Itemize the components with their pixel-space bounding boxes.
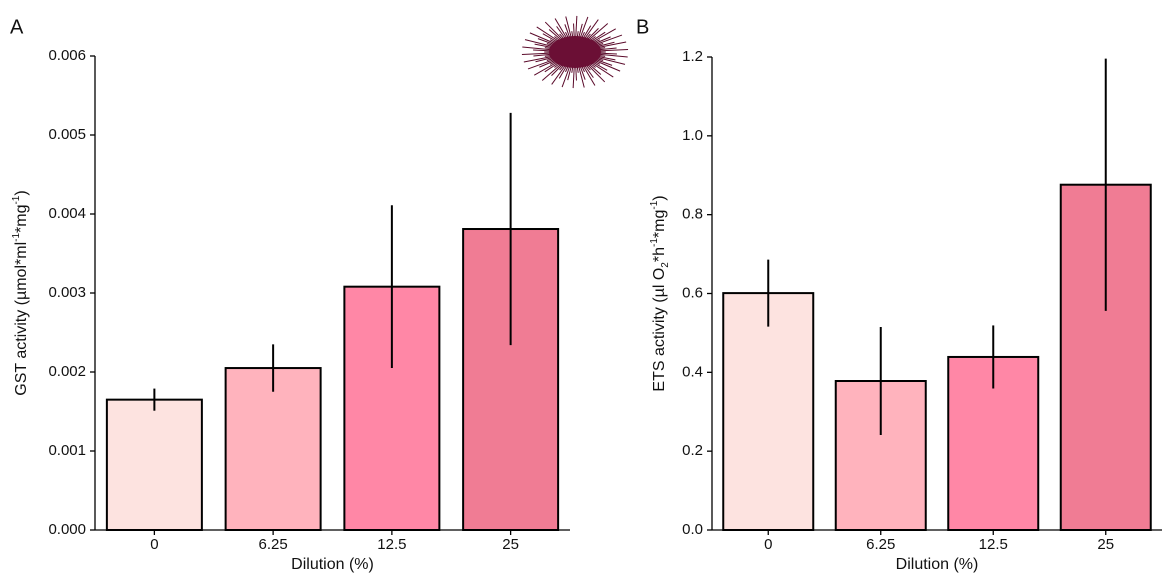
x-tick-label: 0 bbox=[764, 536, 772, 553]
y-tick-label: 0.004 bbox=[48, 205, 86, 222]
x-axis-label: Dilution (%) bbox=[291, 556, 374, 573]
y-axis-label-part: -1 bbox=[649, 200, 660, 209]
y-tick-label: 0.6 bbox=[682, 284, 703, 301]
y-axis-label-part: *mg bbox=[13, 205, 30, 233]
y-tick-label: 0.2 bbox=[682, 442, 703, 459]
x-tick-label: 6.25 bbox=[866, 536, 895, 553]
y-axis-label-part: -1 bbox=[11, 195, 22, 204]
x-tick-label: 25 bbox=[1097, 536, 1114, 553]
y-tick-label: 0.006 bbox=[48, 47, 86, 64]
x-tick-label: 6.25 bbox=[259, 536, 288, 553]
y-axis-label: GST activity (µmol*ml-1*mg-1) bbox=[11, 190, 30, 395]
y-axis-label-part: GST activity (µmol*ml bbox=[13, 242, 30, 396]
y-tick-label: 0.005 bbox=[48, 126, 86, 143]
y-axis-label-part: ) bbox=[651, 195, 668, 200]
sea-urchin-icon bbox=[521, 15, 629, 89]
y-axis-label-part: 2 bbox=[660, 262, 671, 268]
y-tick-label: 0.4 bbox=[682, 363, 703, 380]
y-tick-label: 1.2 bbox=[682, 48, 703, 65]
y-tick-label: 0.003 bbox=[48, 284, 86, 301]
bar bbox=[722, 292, 815, 531]
y-axis-label-part: ) bbox=[13, 190, 30, 195]
panel-label: A bbox=[10, 16, 24, 38]
y-tick-label: 0.000 bbox=[48, 521, 86, 538]
y-tick-label: 0.002 bbox=[48, 363, 86, 380]
urchin-body bbox=[549, 36, 601, 68]
y-axis-label-part: -1 bbox=[11, 233, 22, 242]
x-axis-label: Dilution (%) bbox=[896, 556, 979, 573]
y-axis-label: ETS activity (µl O2*h-1*mg-1) bbox=[649, 195, 671, 391]
y-tick-label: 0.8 bbox=[682, 206, 703, 223]
y-axis-label-part: ETS activity (µl O bbox=[651, 268, 668, 392]
x-tick-label: 0 bbox=[150, 536, 158, 553]
y-axis-label-part: *h bbox=[651, 247, 668, 262]
bar bbox=[224, 367, 322, 531]
x-tick-label: 12.5 bbox=[979, 536, 1008, 553]
y-tick-label: 0.001 bbox=[48, 442, 86, 459]
y-tick-label: 0.0 bbox=[682, 521, 703, 538]
y-tick-label: 1.0 bbox=[682, 127, 703, 144]
y-axis-label-part: -1 bbox=[649, 238, 660, 247]
panel-label: B bbox=[636, 16, 649, 38]
x-tick-label: 25 bbox=[502, 536, 519, 553]
x-tick-label: 12.5 bbox=[377, 536, 406, 553]
y-axis-label-part: *mg bbox=[651, 210, 668, 238]
bar bbox=[105, 398, 203, 531]
